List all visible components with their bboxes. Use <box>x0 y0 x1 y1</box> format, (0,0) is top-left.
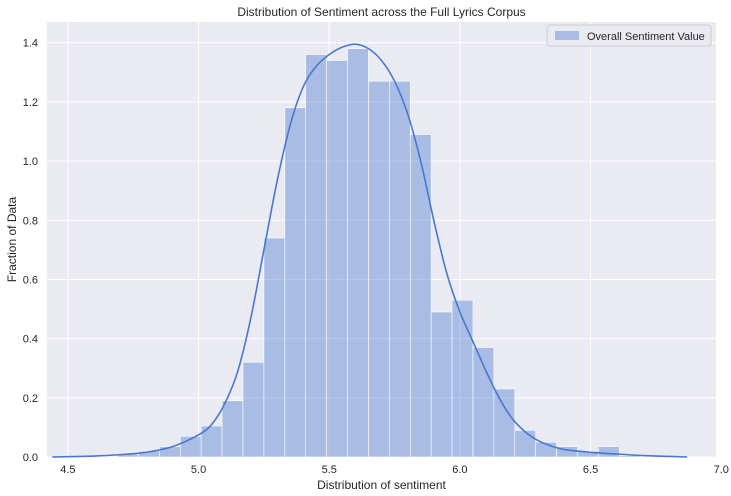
histogram-bar <box>284 107 307 458</box>
legend-box <box>546 24 712 47</box>
y-tick-label: 1.0 <box>23 156 38 168</box>
kde-line <box>52 43 688 458</box>
plot-area <box>47 22 716 457</box>
y-tick-label: 0.8 <box>23 215 38 227</box>
y-tick-label: 1.2 <box>23 97 38 109</box>
histogram-bar <box>409 134 432 458</box>
y-tick-label: 1.4 <box>23 38 38 50</box>
y-tick-label: 0.0 <box>23 452 38 464</box>
legend-label: Overall Sentiment Value <box>587 31 705 43</box>
chart-title: Distribution of Sentiment across the Ful… <box>237 5 525 19</box>
x-tick-label: 5.5 <box>322 464 337 476</box>
y-axis-ticks: 0.0 0.2 0.4 0.6 0.8 1.0 1.2 1.4 <box>23 38 38 464</box>
histogram-bar <box>242 362 265 458</box>
x-tick-label: 6.5 <box>583 464 598 476</box>
histogram-bar <box>263 237 286 458</box>
histogram-bar <box>430 311 453 458</box>
y-tick-label: 0.2 <box>23 393 38 405</box>
histogram-bar <box>514 430 536 458</box>
histogram-bars <box>117 48 641 458</box>
x-tick-label: 5.0 <box>191 464 206 476</box>
histogram-bar <box>368 80 390 458</box>
histogram-bar <box>305 54 327 458</box>
x-axis-label: Distribution of sentiment <box>317 478 446 492</box>
histogram-bar <box>493 388 516 458</box>
histogram-bar <box>389 80 411 458</box>
legend-swatch <box>555 31 579 40</box>
histogram-bar <box>598 446 620 458</box>
x-tick-label: 4.5 <box>60 464 75 476</box>
histogram-bar <box>347 48 369 458</box>
y-axis-label: Fraction of Data <box>5 196 19 282</box>
y-tick-label: 0.6 <box>23 274 38 286</box>
legend: Overall Sentiment Value <box>546 24 712 47</box>
histogram-bar <box>451 299 474 458</box>
x-tick-label: 6.0 <box>452 464 467 476</box>
histogram-bar <box>221 400 244 458</box>
y-tick-label: 0.4 <box>23 334 38 346</box>
x-tick-label: 7.0 <box>714 464 729 476</box>
x-axis-ticks: 4.5 5.0 5.5 6.0 6.5 7.0 <box>60 464 729 476</box>
histogram-bar <box>326 60 348 458</box>
